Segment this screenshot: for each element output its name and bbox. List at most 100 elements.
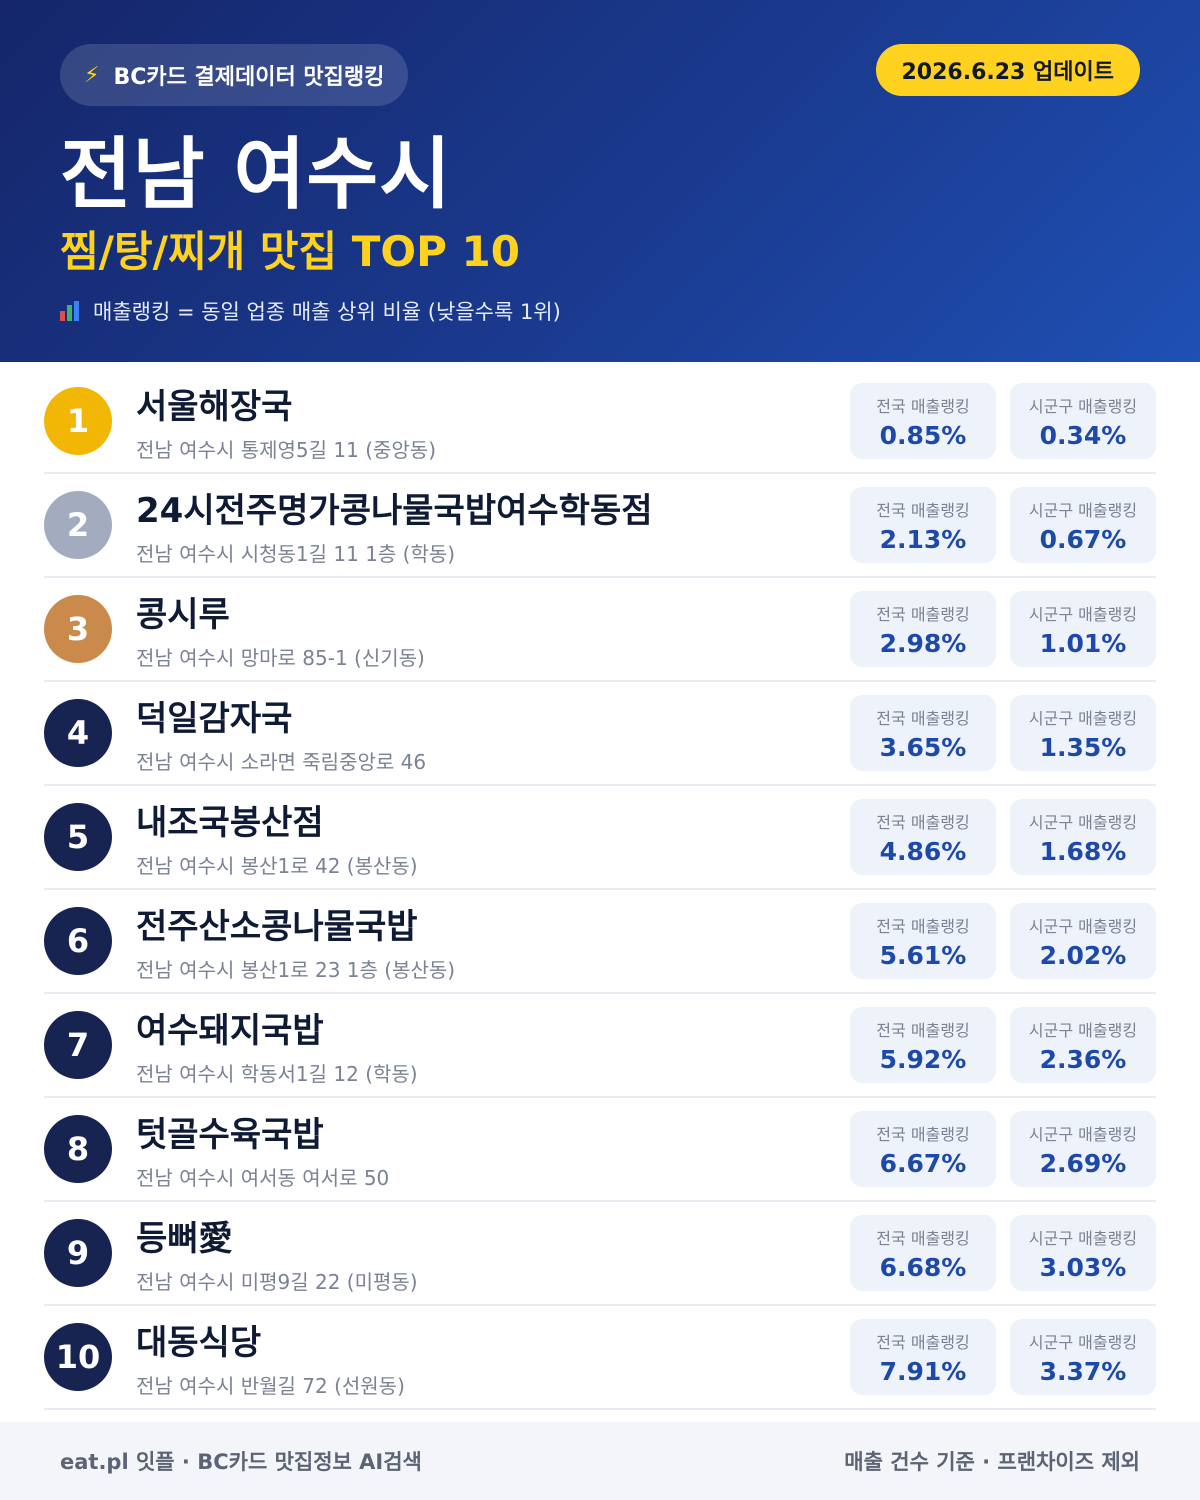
restaurant-address: 전남 여수시 시청동1길 11 1층 (학동) xyxy=(136,542,456,566)
national-ranking-card: 전국 매출랭킹 7.91% xyxy=(850,1319,996,1395)
local-ranking-card: 시군구 매출랭킹 0.67% xyxy=(1010,487,1156,563)
national-ranking-value: 6.68% xyxy=(879,1252,967,1282)
ranking-metrics: 전국 매출랭킹 6.67% 시군구 매출랭킹 2.69% xyxy=(850,1111,1156,1187)
footer-source: eat.pl 잇플 · BC카드 맛집정보 AI검색 xyxy=(60,1450,422,1474)
list-item[interactable]: 3 콩시루 전남 여수시 망마로 85-1 (신기동) 전국 매출랭킹 2.98% 시군구… xyxy=(44,578,1156,682)
local-ranking-label: 시군구 매출랭킹 xyxy=(1028,916,1138,936)
restaurant-info: 등뼈愛 전남 여수시 미평9길 22 (미평동) xyxy=(136,1211,850,1295)
list-item[interactable]: 9 등뼈愛 전남 여수시 미평9길 22 (미평동) 전국 매출랭킹 6.68% 시군구 … xyxy=(44,1202,1156,1306)
ranking-metrics: 전국 매출랭킹 7.91% 시군구 매출랭킹 3.37% xyxy=(850,1319,1156,1395)
ranking-metrics: 전국 매출랭킹 0.85% 시군구 매출랭킹 0.34% xyxy=(850,383,1156,459)
national-ranking-card: 전국 매출랭킹 6.68% xyxy=(850,1215,996,1291)
national-ranking-value: 6.67% xyxy=(879,1148,967,1178)
ranking-metrics: 전국 매출랭킹 2.98% 시군구 매출랭킹 1.01% xyxy=(850,591,1156,667)
national-ranking-label: 전국 매출랭킹 xyxy=(876,604,970,624)
local-ranking-label: 시군구 매출랭킹 xyxy=(1028,1020,1138,1040)
ranking-metrics: 전국 매출랭킹 5.92% 시군구 매출랭킹 2.36% xyxy=(850,1007,1156,1083)
national-ranking-label: 전국 매출랭킹 xyxy=(876,1124,970,1144)
local-ranking-value: 2.36% xyxy=(1039,1044,1127,1074)
national-ranking-card: 전국 매출랭킹 3.65% xyxy=(850,695,996,771)
restaurant-name: 덕일감자국 xyxy=(136,699,293,739)
local-ranking-value: 2.69% xyxy=(1039,1148,1127,1178)
restaurant-name: 등뼈愛 xyxy=(136,1219,233,1259)
national-ranking-value: 5.61% xyxy=(879,940,967,970)
restaurant-address: 전남 여수시 학동서1길 12 (학동) xyxy=(136,1062,418,1086)
footer: eat.pl 잇플 · BC카드 맛집정보 AI검색 매출 건수 기준 · 프랜… xyxy=(0,1422,1200,1500)
list-item[interactable]: 7 여수돼지국밥 전남 여수시 학동서1길 12 (학동) 전국 매출랭킹 5.92% 시… xyxy=(44,994,1156,1098)
restaurant-address: 전남 여수시 통제영5길 11 (중앙동) xyxy=(136,438,437,462)
bar-chart-icon xyxy=(60,301,79,321)
local-ranking-label: 시군구 매출랭킹 xyxy=(1028,396,1138,416)
list-item[interactable]: 10 대동식당 전남 여수시 반월길 72 (선원동) 전국 매출랭킹 7.91% 시군구… xyxy=(44,1306,1156,1410)
list-item[interactable]: 5 내조국봉산점 전남 여수시 봉산1로 42 (봉산동) 전국 매출랭킹 4.86% 시… xyxy=(44,786,1156,890)
local-ranking-value: 1.35% xyxy=(1039,732,1127,762)
restaurant-info: 콩시루 전남 여수시 망마로 85-1 (신기동) xyxy=(136,587,850,671)
rank-badge: 7 xyxy=(44,1011,112,1079)
header-banner: ⚡ BC카드 결제데이터 맛집랭킹 2026.6.23 업데이트 전남 여수시 … xyxy=(0,0,1200,362)
national-ranking-label: 전국 매출랭킹 xyxy=(876,500,970,520)
update-date-badge: 2026.6.23 업데이트 xyxy=(875,44,1140,96)
local-ranking-label: 시군구 매출랭킹 xyxy=(1028,604,1138,624)
rank-badge: 2 xyxy=(44,491,112,559)
source-badge-label: BC카드 결제데이터 맛집랭킹 xyxy=(113,65,385,90)
restaurant-list: 1 서울해장국 전남 여수시 통제영5길 11 (중앙동) 전국 매출랭킹 0.85% 시… xyxy=(44,370,1156,1410)
local-ranking-card: 시군구 매출랭킹 1.35% xyxy=(1010,695,1156,771)
national-ranking-value: 4.86% xyxy=(879,836,967,866)
national-ranking-value: 5.92% xyxy=(879,1044,967,1074)
local-ranking-value: 0.67% xyxy=(1039,524,1127,554)
list-item[interactable]: 8 텃골수육국밥 전남 여수시 여서동 여서로 50 전국 매출랭킹 6.67% 시군구 … xyxy=(44,1098,1156,1202)
restaurant-address: 전남 여수시 여서동 여서로 50 xyxy=(136,1166,390,1190)
local-ranking-card: 시군구 매출랭킹 2.02% xyxy=(1010,903,1156,979)
footer-criteria: 매출 건수 기준 · 프랜차이즈 제외 xyxy=(844,1450,1140,1474)
local-ranking-value: 2.02% xyxy=(1039,940,1127,970)
restaurant-address: 전남 여수시 봉산1로 42 (봉산동) xyxy=(136,854,418,878)
restaurant-name: 콩시루 xyxy=(136,595,230,635)
restaurant-address: 전남 여수시 미평9길 22 (미평동) xyxy=(136,1270,418,1294)
restaurant-name: 24시전주명가콩나물국밥여수학동점 xyxy=(136,491,653,531)
restaurant-name: 여수돼지국밥 xyxy=(136,1011,324,1051)
local-ranking-value: 1.01% xyxy=(1039,628,1127,658)
ranking-metrics: 전국 매출랭킹 2.13% 시군구 매출랭킹 0.67% xyxy=(850,487,1156,563)
local-ranking-label: 시군구 매출랭킹 xyxy=(1028,1332,1138,1352)
local-ranking-card: 시군구 매출랭킹 1.68% xyxy=(1010,799,1156,875)
national-ranking-label: 전국 매출랭킹 xyxy=(876,396,970,416)
restaurant-name: 전주산소콩나물국밥 xyxy=(136,907,418,947)
national-ranking-value: 2.13% xyxy=(879,524,967,554)
restaurant-name: 서울해장국 xyxy=(136,387,293,427)
local-ranking-value: 0.34% xyxy=(1039,420,1127,450)
rank-badge: 10 xyxy=(44,1323,112,1391)
national-ranking-card: 전국 매출랭킹 5.61% xyxy=(850,903,996,979)
restaurant-name: 내조국봉산점 xyxy=(136,803,324,843)
list-item[interactable]: 1 서울해장국 전남 여수시 통제영5길 11 (중앙동) 전국 매출랭킹 0.85% 시… xyxy=(44,370,1156,474)
national-ranking-card: 전국 매출랭킹 0.85% xyxy=(850,383,996,459)
ranking-metrics: 전국 매출랭킹 4.86% 시군구 매출랭킹 1.68% xyxy=(850,799,1156,875)
local-ranking-label: 시군구 매출랭킹 xyxy=(1028,1228,1138,1248)
national-ranking-value: 0.85% xyxy=(879,420,967,450)
national-ranking-value: 3.65% xyxy=(879,732,967,762)
national-ranking-card: 전국 매출랭킹 4.86% xyxy=(850,799,996,875)
local-ranking-card: 시군구 매출랭킹 3.03% xyxy=(1010,1215,1156,1291)
rank-badge: 5 xyxy=(44,803,112,871)
restaurant-address: 전남 여수시 봉산1로 23 1층 (봉산동) xyxy=(136,958,456,982)
local-ranking-value: 1.68% xyxy=(1039,836,1127,866)
national-ranking-value: 2.98% xyxy=(879,628,967,658)
national-ranking-card: 전국 매출랭킹 6.67% xyxy=(850,1111,996,1187)
restaurant-name: 대동식당 xyxy=(136,1323,262,1363)
local-ranking-card: 시군구 매출랭킹 2.36% xyxy=(1010,1007,1156,1083)
ranking-metrics: 전국 매출랭킹 3.65% 시군구 매출랭킹 1.35% xyxy=(850,695,1156,771)
restaurant-name: 텃골수육국밥 xyxy=(136,1115,324,1155)
local-ranking-label: 시군구 매출랭킹 xyxy=(1028,812,1138,832)
rank-badge: 6 xyxy=(44,907,112,975)
national-ranking-label: 전국 매출랭킹 xyxy=(876,1228,970,1248)
restaurant-info: 덕일감자국 전남 여수시 소라면 죽림중앙로 46 xyxy=(136,691,850,775)
list-item[interactable]: 4 덕일감자국 전남 여수시 소라면 죽림중앙로 46 전국 매출랭킹 3.65% 시군구… xyxy=(44,682,1156,786)
national-ranking-label: 전국 매출랭킹 xyxy=(876,708,970,728)
local-ranking-label: 시군구 매출랭킹 xyxy=(1028,500,1138,520)
rank-badge: 3 xyxy=(44,595,112,663)
